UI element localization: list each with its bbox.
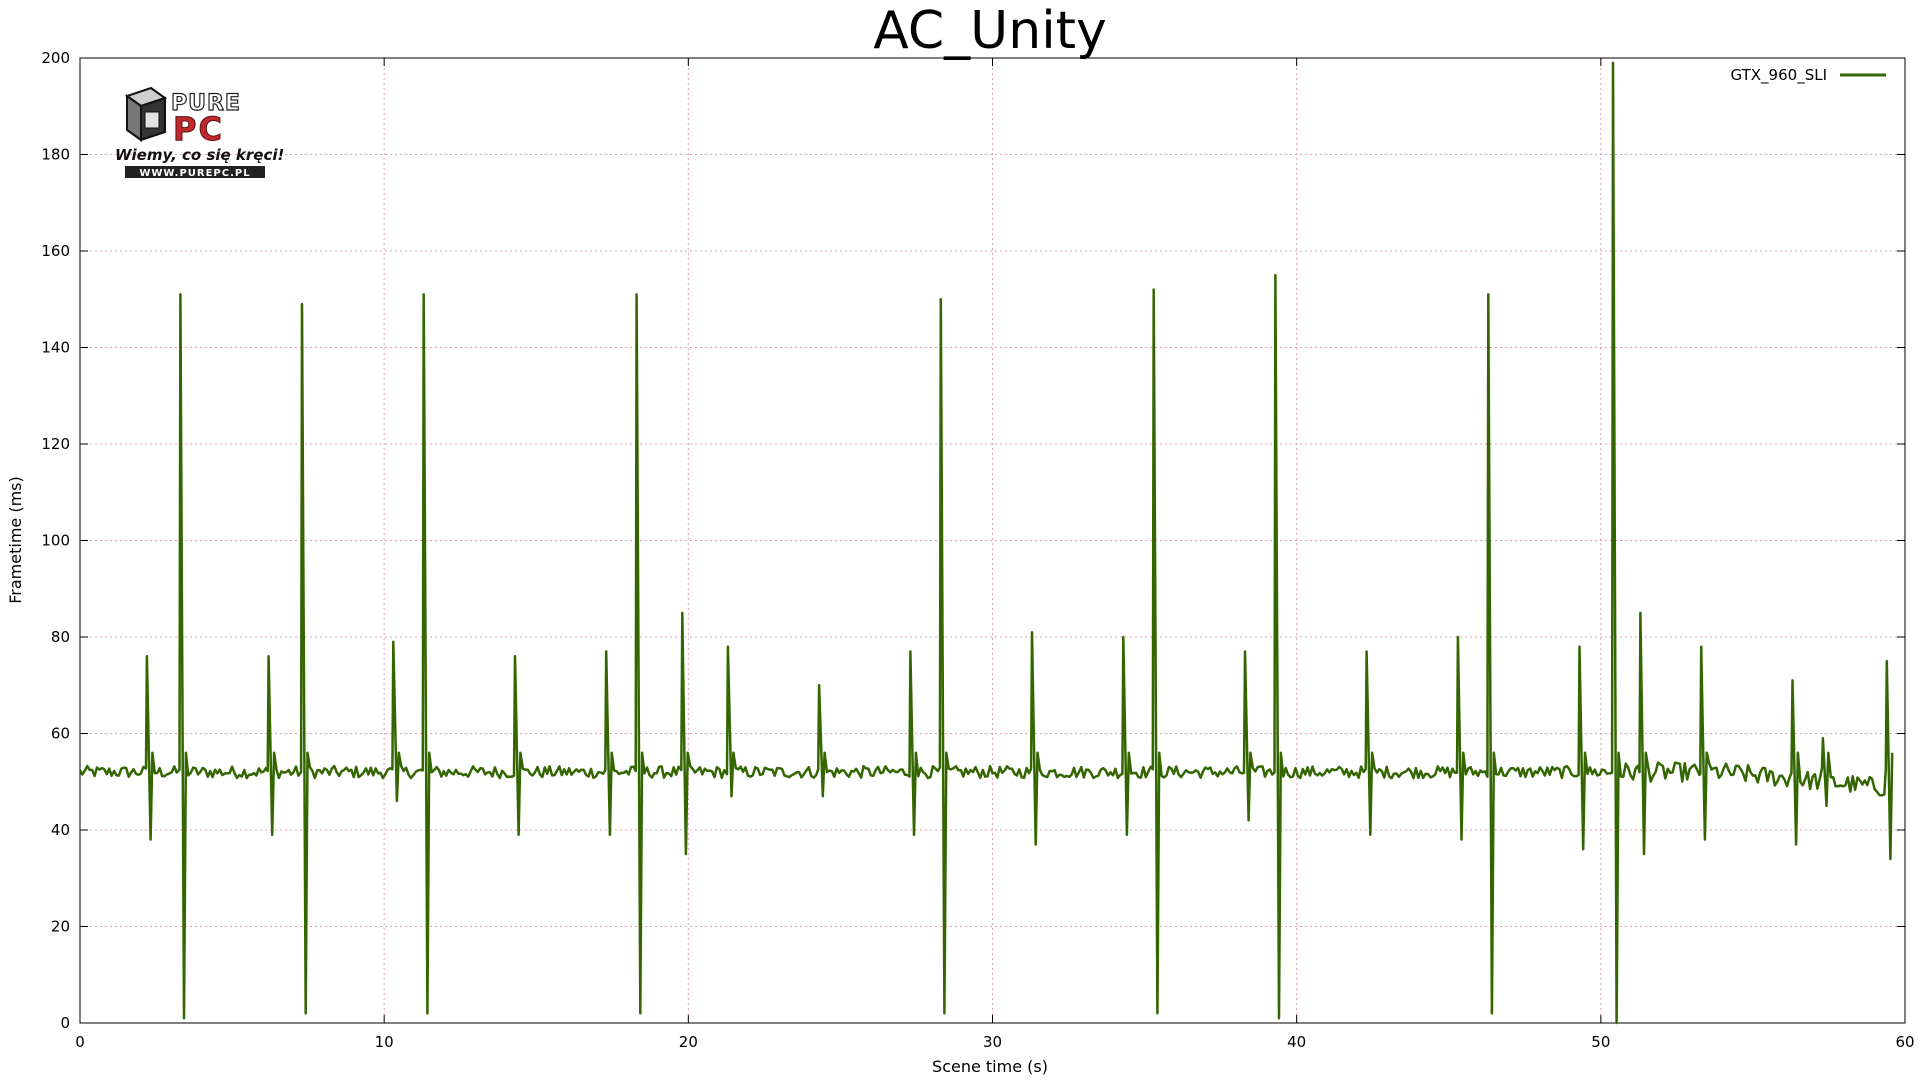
legend-entry-gtx-960-sli: GTX_960_SLI bbox=[1731, 66, 1827, 85]
logo-url: WWW.PUREPC.PL bbox=[139, 168, 250, 179]
y-tick-label: 80 bbox=[51, 628, 70, 646]
x-tick-label: 40 bbox=[1287, 1033, 1306, 1051]
y-tick-label: 100 bbox=[41, 532, 70, 550]
x-tick-label: 50 bbox=[1591, 1033, 1610, 1051]
legend: GTX_960_SLI bbox=[1731, 66, 1886, 85]
y-tick-label: 120 bbox=[41, 435, 70, 453]
grid-lines bbox=[80, 58, 1905, 1023]
x-tick-label: 10 bbox=[375, 1033, 394, 1051]
logo-line-1: PURE bbox=[171, 91, 241, 116]
x-tick-label: 60 bbox=[1895, 1033, 1914, 1051]
y-tick-label: 200 bbox=[41, 49, 70, 67]
series-line-gtx-960-sli bbox=[78, 61, 1894, 1025]
x-axis-title: Scene time (s) bbox=[932, 1057, 1048, 1076]
y-tick-label: 140 bbox=[41, 339, 70, 357]
y-axis-title: Frametime (ms) bbox=[6, 476, 25, 604]
y-tick-label: 20 bbox=[51, 918, 70, 936]
x-axis-ticks: 0 10 20 30 40 50 60 bbox=[75, 58, 1915, 1051]
y-tick-label: 40 bbox=[51, 821, 70, 839]
series-layer bbox=[78, 61, 1894, 1025]
y-tick-label: 180 bbox=[41, 146, 70, 164]
y-axis-ticks: 0 20 40 60 80 100 120 140 160 180 200 bbox=[41, 49, 1905, 1032]
chart-title: AC_Unity bbox=[873, 1, 1107, 61]
y-tick-label: 0 bbox=[60, 1014, 70, 1032]
x-tick-label: 20 bbox=[679, 1033, 698, 1051]
logo-tagline: Wiemy, co się kręci! bbox=[115, 146, 284, 164]
y-tick-label: 60 bbox=[51, 725, 70, 743]
y-tick-label: 160 bbox=[41, 242, 70, 260]
logo-box-icon bbox=[124, 86, 168, 142]
x-tick-label: 0 bbox=[75, 1033, 85, 1051]
logo-line-2: PC bbox=[173, 110, 224, 148]
purepc-logo: PURE PC Wiemy, co się kręci! WWW.PUREPC.… bbox=[115, 86, 284, 179]
x-tick-label: 30 bbox=[983, 1033, 1002, 1051]
